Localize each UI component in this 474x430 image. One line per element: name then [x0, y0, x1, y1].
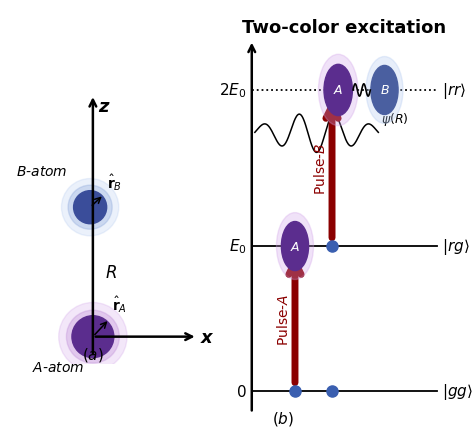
Circle shape	[319, 55, 358, 126]
Text: $0$: $0$	[236, 383, 247, 399]
Circle shape	[73, 191, 107, 224]
Circle shape	[371, 66, 398, 115]
Circle shape	[276, 213, 313, 280]
Text: $(b)$: $(b)$	[272, 408, 294, 427]
Text: $\hat{\mathbf{r}}_B$: $\hat{\mathbf{r}}_B$	[107, 172, 122, 192]
Circle shape	[68, 186, 112, 230]
Text: Two-color excitation: Two-color excitation	[242, 18, 447, 37]
Circle shape	[62, 179, 119, 237]
Text: $\boldsymbol{z}$: $\boldsymbol{z}$	[99, 98, 111, 116]
Text: $|gg\rangle$: $|gg\rangle$	[442, 381, 473, 401]
Circle shape	[66, 310, 119, 363]
Text: $\boldsymbol{x}$: $\boldsymbol{x}$	[201, 328, 215, 346]
Text: $R$: $R$	[105, 263, 117, 281]
Circle shape	[282, 222, 309, 271]
Text: $B$: $B$	[380, 84, 390, 97]
Text: $|rg\rangle$: $|rg\rangle$	[442, 237, 470, 256]
Text: $A$: $A$	[333, 84, 343, 97]
Text: Pulse-$B$: Pulse-$B$	[313, 142, 328, 195]
Text: Pulse-$A$: Pulse-$A$	[276, 293, 292, 345]
Text: $2E_0$: $2E_0$	[219, 81, 247, 100]
Text: $A$: $A$	[290, 240, 300, 253]
Text: $(a)$: $(a)$	[82, 345, 104, 363]
Circle shape	[366, 57, 403, 124]
Text: $A$-atom: $A$-atom	[32, 360, 84, 374]
Text: $B$-atom: $B$-atom	[16, 165, 67, 178]
Circle shape	[324, 65, 352, 117]
Text: $E_0$: $E_0$	[229, 237, 247, 256]
Text: $|rr\rangle$: $|rr\rangle$	[442, 81, 466, 101]
Text: $\hat{\mathbf{r}}_A$: $\hat{\mathbf{r}}_A$	[112, 293, 127, 314]
Text: $\psi(R)$: $\psi(R)$	[382, 111, 409, 128]
Circle shape	[72, 316, 114, 358]
Circle shape	[59, 303, 127, 371]
